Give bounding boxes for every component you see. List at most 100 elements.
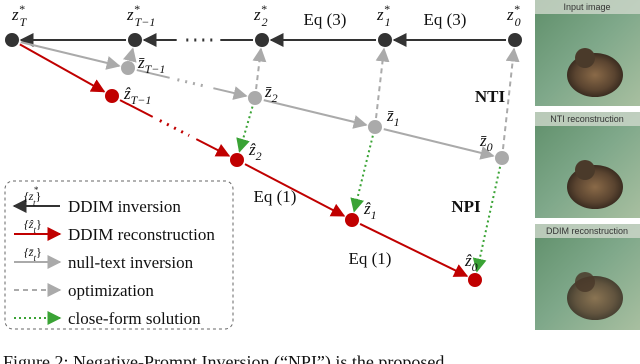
edge-dots: [159, 119, 190, 137]
subscript: 1: [385, 15, 391, 29]
math-label: ẑT−1: [123, 84, 151, 107]
math-label: ẑ1: [363, 199, 377, 222]
math-label: ẑ0: [464, 251, 478, 274]
node: [345, 213, 359, 227]
superscript: *: [19, 2, 25, 16]
symbol: z: [376, 5, 384, 24]
edge: [359, 223, 469, 277]
brace: }: [36, 245, 42, 259]
legend-text: DDIM inversion: [68, 197, 181, 216]
edge-label: Eq (1): [254, 187, 297, 206]
symbol: z̄: [264, 82, 272, 101]
legend-text: optimization: [68, 281, 154, 300]
node: [248, 91, 262, 105]
node: [508, 33, 522, 47]
symbol: ẑ: [464, 251, 472, 270]
image-label: NTI reconstruction: [550, 114, 624, 124]
math-label: z* T−1: [126, 2, 155, 29]
edge: [472, 166, 502, 273]
symbol: z: [506, 5, 514, 24]
symbol: {z̄: [24, 245, 34, 259]
math-label: {z̄t}: [24, 245, 42, 263]
brace: }: [35, 189, 41, 203]
subscript: 2: [272, 91, 278, 105]
edge: [252, 47, 267, 90]
math-label: z* 0: [506, 2, 521, 29]
edge: [263, 99, 368, 129]
edge: [136, 69, 170, 79]
edge: [195, 138, 231, 157]
subscript: T−1: [131, 93, 152, 107]
subscript: T−1: [145, 62, 166, 76]
superscript: *: [261, 2, 267, 16]
edge: [213, 86, 248, 100]
math-label: z̄2: [264, 82, 278, 105]
subscript: 1: [394, 115, 400, 129]
symbol: ẑ: [363, 199, 371, 218]
superscript: *: [134, 2, 140, 16]
symbol: z: [253, 5, 261, 24]
math-label: z̄T−1: [137, 53, 165, 76]
brace: }: [36, 217, 42, 231]
edge: [119, 99, 154, 118]
symbol: ẑ: [248, 140, 256, 159]
symbol: z: [11, 5, 19, 24]
legend-text: DDIM reconstruction: [68, 225, 215, 244]
math-label: ẑ2: [248, 140, 262, 163]
image-label: DDIM reconstruction: [546, 226, 628, 236]
symbol: {ẑ: [24, 217, 34, 231]
edge: [122, 47, 137, 63]
subscript: t: [33, 253, 36, 263]
node: [105, 89, 119, 103]
symbol: z̄: [479, 131, 487, 150]
node: [121, 61, 135, 75]
image-panels: Input image NTI reconstruction DDIM reco…: [535, 0, 640, 330]
math-label: z̄1: [386, 106, 400, 129]
subscript: 1: [371, 208, 377, 222]
edge: [501, 47, 520, 150]
superscript: *: [33, 185, 38, 195]
node: [230, 153, 244, 167]
subscript: 0: [487, 140, 493, 154]
node: [468, 273, 482, 287]
subscript: t: [33, 198, 36, 208]
superscript: *: [384, 2, 390, 16]
symbol: ẑ: [123, 84, 131, 103]
math-label: z* 1: [376, 2, 391, 29]
legend-box: [4, 180, 234, 330]
node: [255, 33, 269, 47]
subscript: 2: [262, 15, 268, 29]
image-panel: NTI reconstruction: [535, 112, 640, 218]
method-label: NPI: [451, 197, 481, 216]
symbol: {z: [24, 189, 34, 203]
node: [378, 33, 392, 47]
node: [5, 33, 19, 47]
caption: Figure 2: Negative-Prompt Inversion (“NP…: [3, 352, 444, 364]
edge-label: Eq (3): [424, 10, 467, 29]
edge: [19, 43, 106, 93]
symbol: z: [126, 5, 134, 24]
math-label: z̄0: [479, 131, 493, 154]
subscript: 2: [256, 149, 262, 163]
image-panel: DDIM reconstruction: [535, 224, 640, 330]
edge: [244, 163, 346, 217]
edge-label: Eq (3): [304, 10, 347, 29]
math-label: z* 2: [253, 2, 268, 29]
node: [128, 33, 142, 47]
method-label: NTI: [475, 87, 506, 106]
subscript: T: [20, 15, 28, 29]
math-label: {ẑt}: [24, 217, 42, 235]
math-label: {z* t}: [24, 185, 41, 208]
image-panel: Input image: [535, 0, 640, 106]
edge-dots: [177, 78, 206, 88]
image-label: Input image: [563, 2, 610, 12]
edge-label: Eq (1): [349, 249, 392, 268]
legend-text: close-form solution: [68, 309, 201, 328]
superscript: *: [514, 2, 520, 16]
node: [368, 120, 382, 134]
symbol: z̄: [137, 53, 145, 72]
symbol: z̄: [386, 106, 394, 125]
node: [495, 151, 509, 165]
subscript: T−1: [135, 15, 156, 29]
